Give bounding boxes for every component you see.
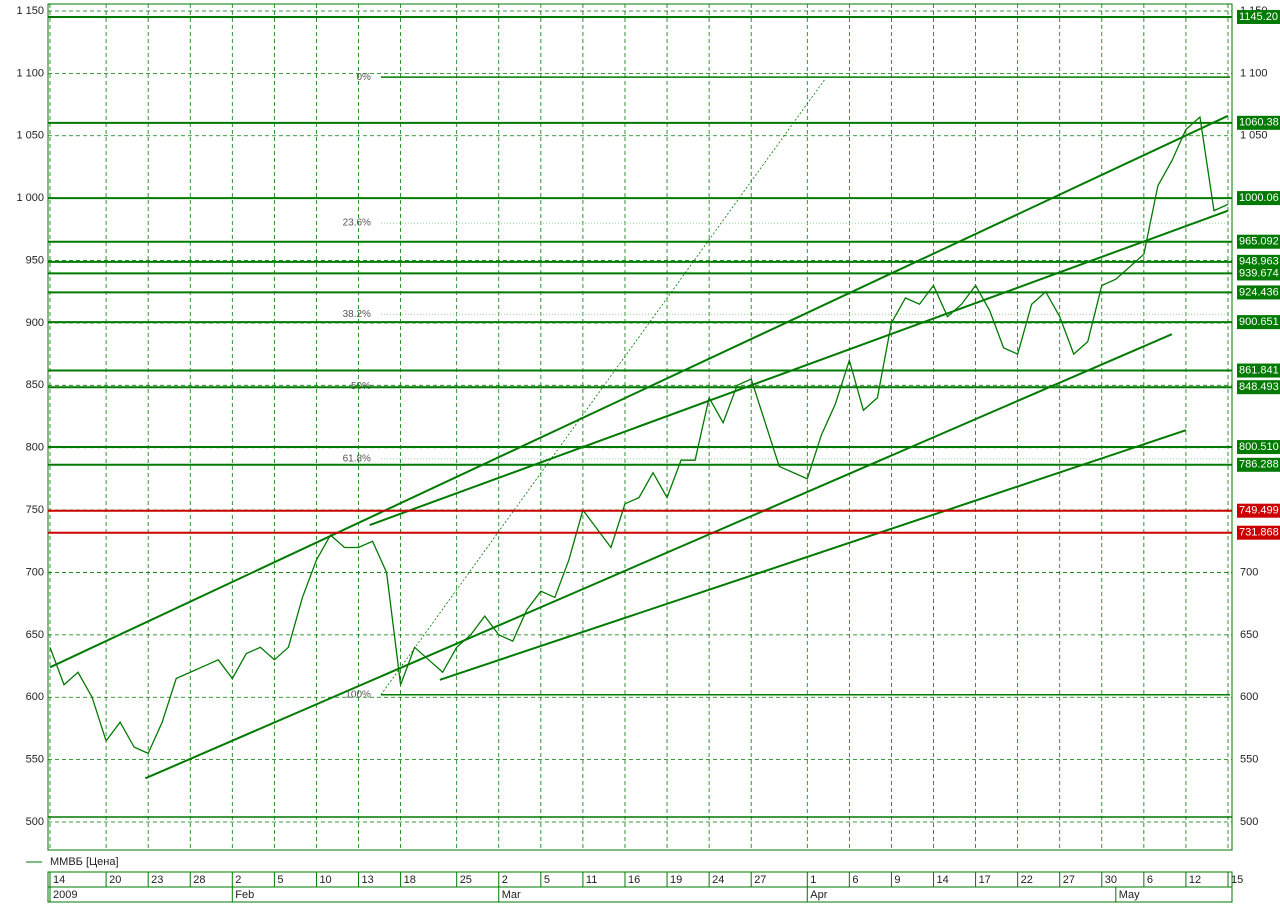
level-label: 848.493 <box>1239 381 1279 393</box>
y-tick-label: 750 <box>26 504 44 516</box>
level-label: 900.651 <box>1239 316 1279 328</box>
y-tick-label: 650 <box>26 629 44 641</box>
month-label: 2009 <box>53 889 77 901</box>
x-tick-label: 1 <box>810 874 816 886</box>
trendline <box>49 114 1229 669</box>
y-tick-label: 1 150 <box>16 5 44 17</box>
x-tick-label: 6 <box>852 874 858 886</box>
x-tick-label: 16 <box>628 874 640 886</box>
y-tick-label: 550 <box>26 754 44 766</box>
level-box <box>1237 363 1280 378</box>
x-tick-label: 20 <box>109 874 121 886</box>
fib-label: 38.2% <box>343 309 371 320</box>
level-box <box>1237 457 1280 472</box>
x-tick-label: 2 <box>235 874 241 886</box>
x-tick-label: 27 <box>1063 874 1075 886</box>
x-tick-label: 30 <box>1105 874 1117 886</box>
legend-label: ММВБ [Цена] <box>50 856 119 868</box>
y-tick-label: 800 <box>26 442 44 454</box>
x-tick-label: 2 <box>502 874 508 886</box>
month-label: May <box>1119 889 1140 901</box>
level-label: 861.841 <box>1239 364 1279 376</box>
fib-label: 0% <box>357 72 372 83</box>
y-tick-label-right: 1 100 <box>1240 67 1268 79</box>
x-tick-label: 18 <box>404 874 416 886</box>
fib-label: 23.6% <box>343 218 371 229</box>
level-label: 1060.38 <box>1239 117 1279 129</box>
month-label: Apr <box>810 889 827 901</box>
x-tick-label: 15 <box>1231 874 1243 886</box>
x-tick-label: 12 <box>1189 874 1201 886</box>
y-tick-label: 900 <box>26 317 44 329</box>
level-box <box>1237 254 1280 269</box>
x-tick-label: 14 <box>53 874 65 886</box>
y-tick-label: 1 000 <box>16 192 44 204</box>
x-tick-label: 11 <box>586 874 597 886</box>
fib-label: 61.8% <box>343 454 371 465</box>
level-label: 1000.06 <box>1239 192 1279 204</box>
x-tick-label: 17 <box>979 874 991 886</box>
level-label: 749.499 <box>1239 505 1279 517</box>
x-tick-label: 5 <box>544 874 550 886</box>
y-tick-label-right: 600 <box>1240 691 1258 703</box>
level-label: 786.288 <box>1239 459 1279 471</box>
fib-label: 100% <box>345 689 371 700</box>
y-tick-label: 850 <box>26 379 44 391</box>
y-tick-label-right: 550 <box>1240 754 1258 766</box>
dotted-line <box>380 78 826 695</box>
level-label: 924.436 <box>1239 286 1279 298</box>
trendline <box>369 209 1229 526</box>
level-box <box>1237 285 1280 300</box>
level-box <box>1237 234 1280 249</box>
level-box <box>1237 315 1280 330</box>
x-tick-label: 14 <box>937 874 949 886</box>
level-box <box>1237 9 1280 24</box>
trendline <box>439 429 1187 681</box>
x-tick-label: 23 <box>151 874 163 886</box>
y-tick-label: 500 <box>26 816 44 828</box>
level-label: 800.510 <box>1239 441 1279 453</box>
month-label: Mar <box>502 889 521 901</box>
level-label: 939.674 <box>1239 267 1279 279</box>
y-tick-label: 1 050 <box>16 130 44 142</box>
x-tick-label: 24 <box>712 874 724 886</box>
level-label: 1145.20 <box>1239 11 1278 23</box>
x-tick-label: 19 <box>670 874 682 886</box>
x-tick-label: 22 <box>1021 874 1033 886</box>
y-tick-label: 1 100 <box>16 67 44 79</box>
price-line <box>49 115 1229 755</box>
x-tick-label: 27 <box>754 874 766 886</box>
y-tick-label: 950 <box>26 254 44 266</box>
level-box <box>1237 115 1280 130</box>
x-tick-label: 10 <box>319 874 331 886</box>
level-box <box>1237 191 1280 206</box>
level-label: 948.963 <box>1239 256 1279 268</box>
y-tick-label-right: 500 <box>1240 816 1258 828</box>
level-label: 965.092 <box>1239 236 1279 248</box>
x-tick-label: 28 <box>193 874 205 886</box>
y-tick-label: 600 <box>26 691 44 703</box>
level-box <box>1237 380 1280 395</box>
level-box <box>1237 525 1280 540</box>
x-tick-label: 9 <box>894 874 900 886</box>
x-tick-label: 13 <box>362 874 374 886</box>
x-tick-label: 6 <box>1147 874 1153 886</box>
level-box <box>1237 266 1280 281</box>
level-label: 731.868 <box>1239 527 1279 539</box>
trendline <box>144 333 1173 780</box>
x-tick-label: 5 <box>277 874 283 886</box>
y-tick-label: 700 <box>26 566 44 578</box>
level-box <box>1237 503 1280 518</box>
x-tick-label: 25 <box>460 874 472 886</box>
month-label: Feb <box>235 889 254 901</box>
y-tick-label-right: 650 <box>1240 629 1258 641</box>
y-tick-label-right: 1 050 <box>1240 130 1268 142</box>
y-tick-label-right: 700 <box>1240 566 1258 578</box>
level-box <box>1237 440 1280 455</box>
